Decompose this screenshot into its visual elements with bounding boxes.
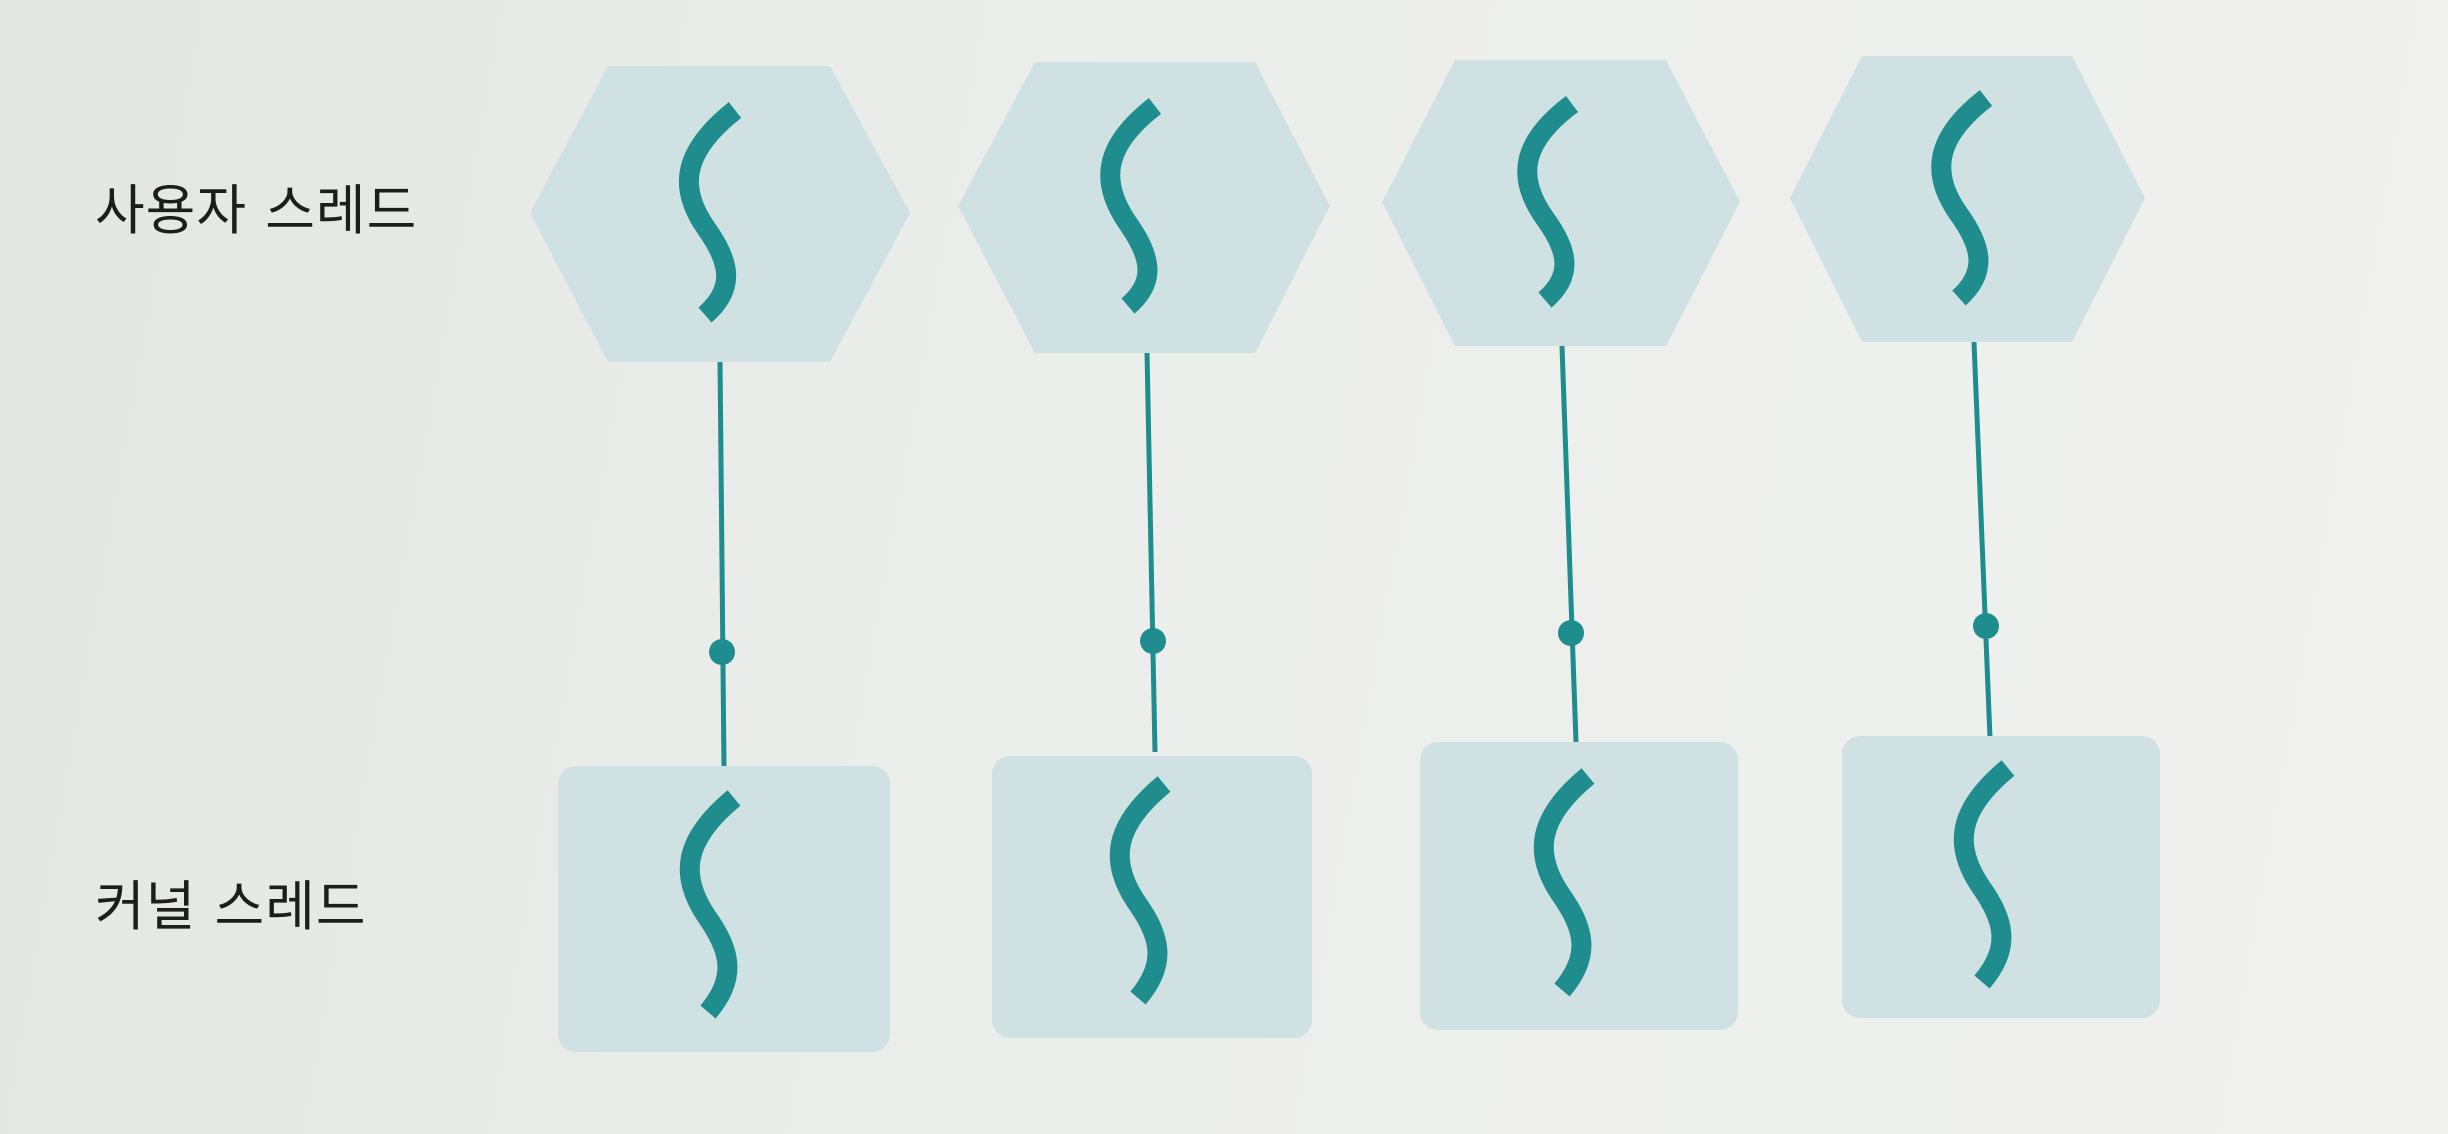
connector-line	[1971, 341, 1993, 739]
thread-wave-icon	[1100, 98, 1162, 314]
thread-wave-icon	[679, 790, 741, 1019]
connector-2	[1140, 351, 1166, 753]
connector-line	[717, 359, 727, 769]
kernel-thread-3	[1420, 742, 1738, 1030]
kernel-thread-2	[992, 756, 1312, 1038]
kernel-thread-square	[992, 756, 1312, 1038]
thread-wave-icon	[1931, 90, 1993, 306]
connector-dot	[1558, 620, 1584, 646]
connector-4	[1971, 341, 1999, 739]
thread-wave-icon	[1517, 96, 1579, 308]
connectors	[709, 341, 1999, 769]
connector-3	[1558, 345, 1584, 743]
kernel-thread-square	[558, 766, 890, 1052]
user-thread-hexagon	[958, 62, 1330, 353]
kernel-thread-square	[1842, 736, 2160, 1018]
user-thread-label: 사용자 스레드	[95, 179, 418, 242]
connector-line	[1559, 345, 1579, 743]
user-thread-2	[958, 62, 1330, 353]
kernel-thread-square	[1420, 742, 1738, 1030]
kernel-thread-4	[1842, 736, 2160, 1018]
connector-line	[1144, 351, 1158, 753]
user-threads	[530, 56, 2145, 362]
user-thread-3	[1382, 60, 1740, 346]
thread-wave-icon	[1953, 760, 2015, 989]
user-thread-hexagon	[1790, 56, 2145, 342]
user-thread-hexagon	[530, 66, 910, 362]
connector-dot	[1140, 628, 1166, 654]
thread-wave-icon	[1109, 776, 1171, 1005]
user-thread-4	[1790, 56, 2145, 342]
kernel-thread-1	[558, 766, 890, 1052]
user-thread-hexagon	[1382, 60, 1740, 346]
thread-wave-icon	[1533, 768, 1595, 997]
connector-dot	[1973, 613, 1999, 639]
connector-1	[709, 359, 735, 769]
kernel-thread-label: 커널 스레드	[95, 875, 367, 938]
user-thread-1	[530, 66, 910, 362]
thread-wave-icon	[678, 102, 742, 323]
connector-dot	[709, 639, 735, 665]
kernel-threads	[558, 736, 2160, 1052]
